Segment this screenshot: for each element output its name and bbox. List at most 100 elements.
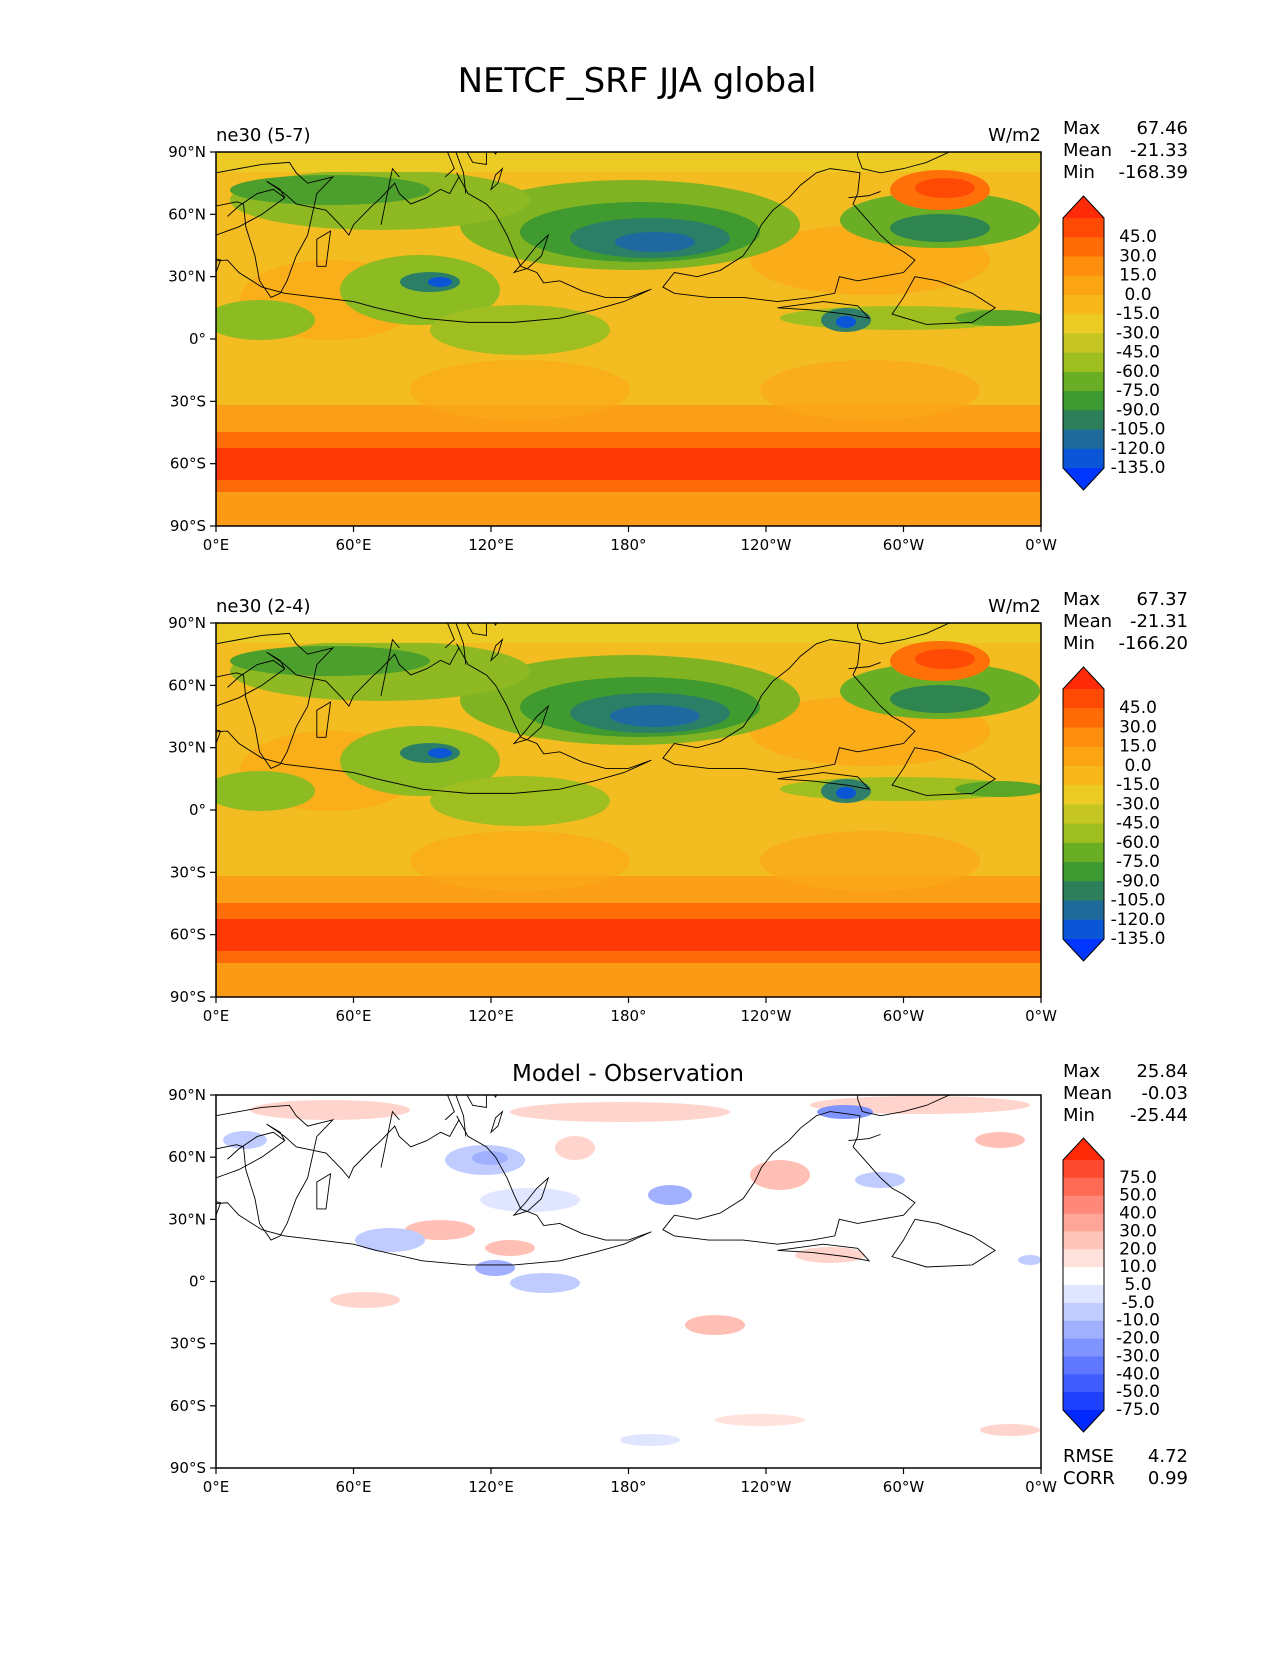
colorbar-level-label: 5.0 (1124, 1275, 1151, 1295)
lat-tick-label: 30°N (168, 1210, 206, 1228)
lon-tick-label: 0°E (203, 536, 230, 554)
lon-tick-label: 180° (610, 536, 646, 554)
colorbar-level-label: -120.0 (1111, 439, 1166, 459)
colorbar-outline (1062, 666, 1105, 962)
lon-tick-label: 120°E (468, 1007, 514, 1025)
lat-tick-label: 90°N (168, 614, 206, 632)
colorbar-swatch (1063, 410, 1104, 431)
colorbar-swatch (1063, 275, 1104, 296)
panel-1-stats: Max 67.46 Mean -21.33 Min -168.39 (1063, 118, 1188, 183)
colorbar-swatch (1063, 429, 1104, 450)
colorbar-level-label: -105.0 (1111, 891, 1166, 911)
map-field-3 (216, 1095, 1041, 1468)
colorbar-level-label: -90.0 (1116, 400, 1160, 420)
colorbar-level-label: -75.0 (1116, 381, 1160, 401)
colorbar-level-label: -10.0 (1116, 1311, 1160, 1331)
colorbar-swatch (1063, 1177, 1104, 1197)
lon-tick-label: 60°E (335, 1478, 371, 1496)
stat-min-value: -166.20 (1119, 633, 1188, 654)
colorbar-level-label: -50.0 (1116, 1382, 1160, 1402)
figure-title: NETCF_SRF JJA global (458, 61, 817, 101)
colorbar-level-label: 45.0 (1119, 698, 1157, 718)
colorbar-swatch (1063, 391, 1104, 411)
colorbar-level-label: -30.0 (1116, 794, 1160, 814)
colorbar-swatch (1063, 256, 1104, 277)
colorbar-swatch (1063, 1320, 1104, 1340)
colorbar-swatch (1063, 1285, 1104, 1304)
colorbar-level-label: -15.0 (1116, 304, 1160, 324)
colorbar-level-label: -45.0 (1116, 343, 1160, 363)
lon-tick-label: 120°W (741, 1478, 792, 1496)
map-field-1 (216, 152, 1041, 526)
stat-rmse-label: RMSE (1063, 1446, 1114, 1467)
colorbar-swatch (1063, 919, 1104, 940)
lat-tick-label: 0° (189, 801, 206, 819)
colorbar-level-label: 30.0 (1119, 1221, 1157, 1241)
colorbar-level-label: 20.0 (1119, 1239, 1157, 1259)
colorbar-level-label: -75.0 (1116, 1400, 1160, 1420)
colorbar-swatch (1063, 1249, 1104, 1268)
colorbar-outline (1062, 195, 1105, 491)
lon-tick-label: 0°W (1025, 536, 1057, 554)
colorbar-level-label: -60.0 (1116, 833, 1160, 853)
panel-3-stats: Max 25.84 Mean -0.03 Min -25.44 RMSE 4.7… (1063, 1061, 1188, 1489)
lat-tick-label: 0° (189, 1273, 206, 1291)
colorbar-level-label: 15.0 (1119, 266, 1157, 286)
colorbar-level-label: -15.0 (1116, 775, 1160, 795)
lat-tick-label: 0° (189, 330, 206, 348)
colorbar-swatch (1063, 881, 1104, 902)
colorbar-level-label: -20.0 (1116, 1329, 1160, 1349)
map-panel-2: ne30 (2-4) W/m2 90°N60°N30°N0°30°S60°S90… (168, 589, 1188, 1025)
stat-mean-value: -0.03 (1141, 1083, 1188, 1104)
colorbar-level-label: 15.0 (1119, 737, 1157, 757)
colorbar-swatch (1063, 1374, 1104, 1393)
colorbar-level-label: 10.0 (1119, 1257, 1157, 1277)
colorbar-swatch (1063, 727, 1104, 748)
colorbar-swatch (1063, 352, 1104, 373)
panel-2-units: W/m2 (988, 596, 1041, 617)
colorbar-swatch (1063, 689, 1104, 709)
stat-corr-value: 0.99 (1148, 1468, 1188, 1489)
lat-tick-label: 60°N (168, 676, 206, 694)
colorbar-swatch (1063, 823, 1104, 844)
lon-tick-label: 0°W (1025, 1478, 1057, 1496)
colorbar-swatch (1063, 294, 1104, 315)
stat-max-value: 25.84 (1136, 1061, 1188, 1082)
stat-min-label: Min (1063, 633, 1095, 654)
colorbar-swatch (1063, 900, 1104, 921)
colorbar-level-label: -5.0 (1121, 1293, 1154, 1313)
lon-tick-label: 120°W (741, 1007, 792, 1025)
colorbar-swatch (1063, 1302, 1104, 1322)
lon-tick-label: 180° (610, 1478, 646, 1496)
colorbar-level-label: -60.0 (1116, 362, 1160, 382)
panel-3-lat-ticks: 90°N 60°N 30°N 0° 30°S 60°S 90°S (168, 1086, 216, 1477)
panel-1-lat-ticks: 90°N 60°N 30°N 0° 30°S 60°S 90°S (168, 143, 216, 535)
stat-max-label: Max (1063, 1061, 1101, 1082)
colorbar-top-extension (1063, 1138, 1104, 1160)
colorbar-swatch (1063, 1213, 1104, 1233)
lat-tick-label: 30°S (170, 863, 206, 881)
colorbar-swatch (1063, 842, 1104, 863)
colorbar-level-label: -135.0 (1111, 458, 1166, 478)
colorbar-swatch (1063, 1392, 1104, 1411)
colorbar-level-label: 75.0 (1119, 1168, 1157, 1188)
panel-3-colorbar: 75.050.040.030.020.010.05.0-5.0-10.0-20.… (1062, 1137, 1160, 1433)
map-panel-1: ne30 (5-7) W/m2 90°N60°N30°N0°30°S60°S90… (168, 118, 1188, 554)
lon-tick-label: 60°E (335, 536, 371, 554)
colorbar-level-label: -120.0 (1111, 910, 1166, 930)
stat-mean-label: Mean (1063, 611, 1112, 632)
lon-tick-label: 0°W (1025, 1007, 1057, 1025)
lat-tick-label: 90°N (168, 1086, 206, 1104)
panel-1-units: W/m2 (988, 125, 1041, 146)
lon-tick-label: 120°W (741, 536, 792, 554)
colorbar-level-label: -45.0 (1116, 814, 1160, 834)
stat-min-label: Min (1063, 162, 1095, 183)
colorbar-swatch (1063, 1195, 1104, 1215)
stat-corr-label: CORR (1063, 1468, 1115, 1489)
stat-mean-value: -21.31 (1130, 611, 1188, 632)
colorbar-level-label: -75.0 (1116, 852, 1160, 872)
lat-tick-label: 60°S (170, 1397, 206, 1415)
stat-mean-value: -21.33 (1130, 140, 1188, 161)
lat-tick-label: 60°N (168, 1148, 206, 1166)
